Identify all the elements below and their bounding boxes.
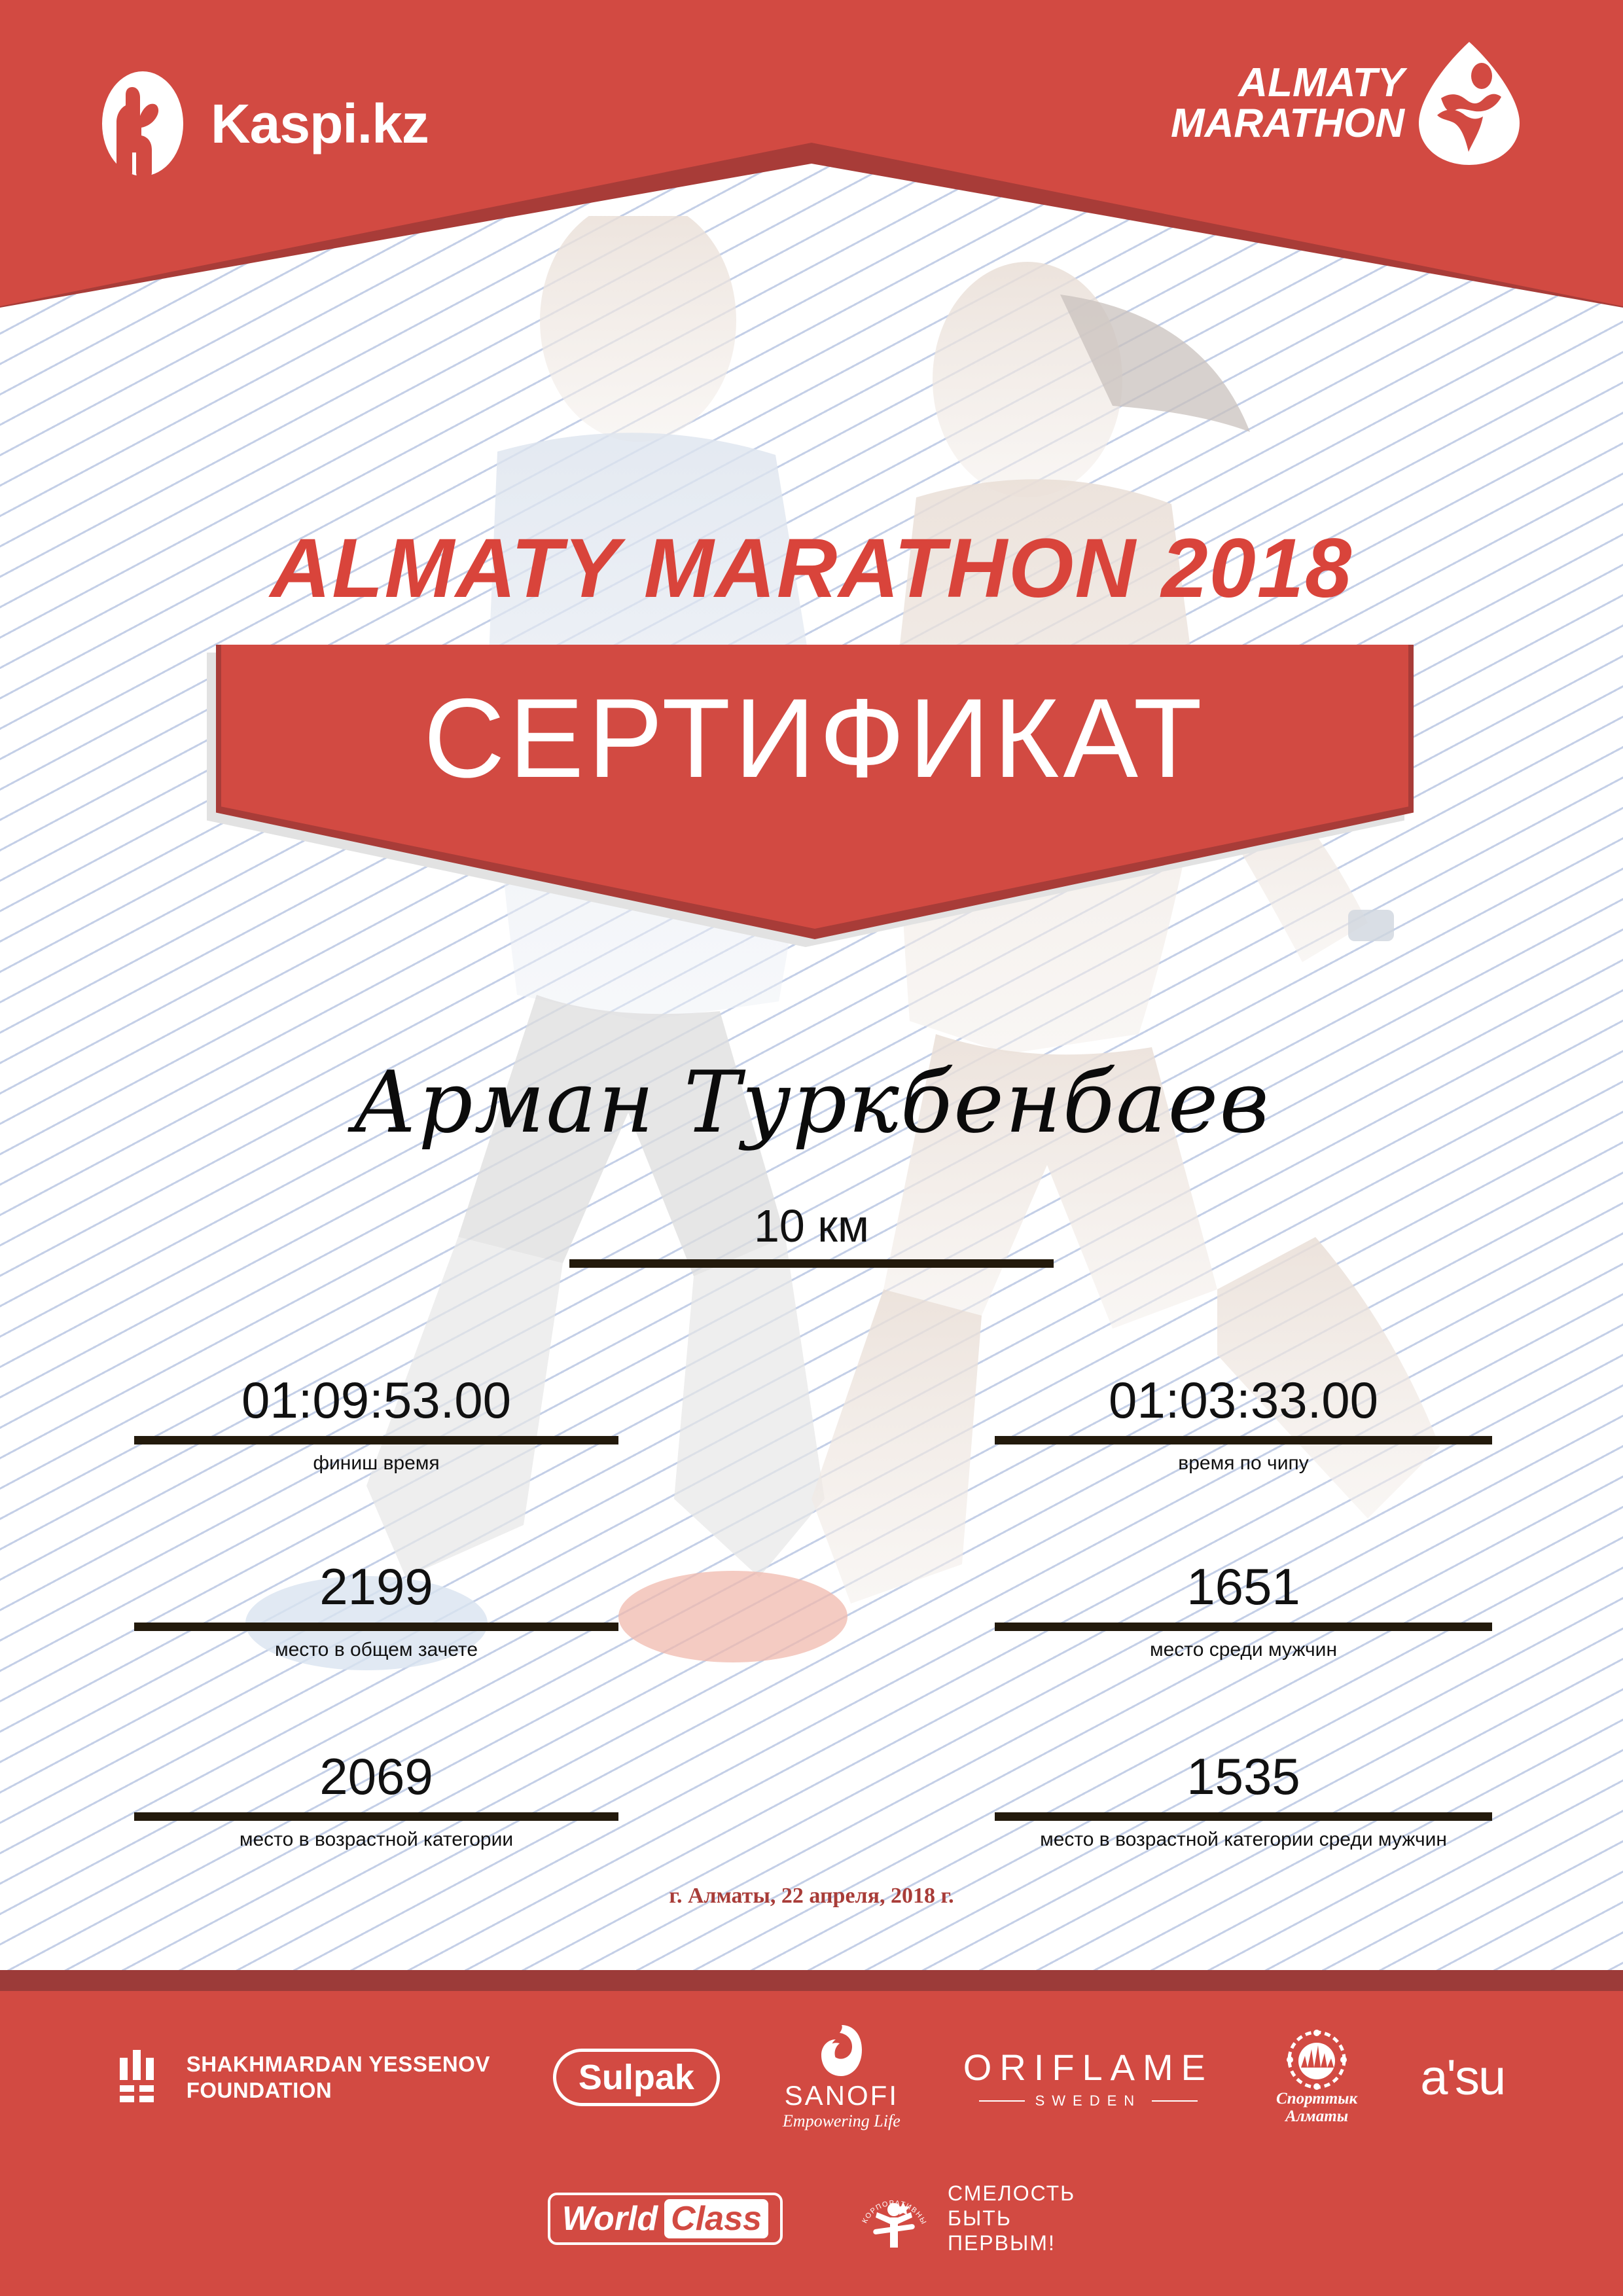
sponsor-sanofi: SANOFI Empowering Life: [783, 2024, 901, 2131]
oriflame-rule-left: [978, 2100, 1025, 2102]
men-place-rule: [995, 1623, 1492, 1631]
runners-silhouette-icon: [245, 216, 1440, 1670]
overall-place-label: место в общем зачете: [274, 1639, 478, 1660]
oriflame-country: SWEDEN: [1035, 2092, 1142, 2109]
bravery-line3: ПЕРВЫМ!: [947, 2231, 1056, 2255]
sport-almaty-wordmark: Спорттык Алматы: [1276, 2090, 1357, 2126]
sanofi-bird-icon: [821, 2025, 862, 2076]
age-group-place-value: 2069: [319, 1748, 433, 1805]
runner-finish-tape-icon: КОРПОРАТИВНЫЙ ФОНД: [855, 2179, 927, 2248]
sport-almaty-wreath-icon: [1287, 2029, 1347, 2090]
am-line2: MARATHON: [1170, 101, 1404, 146]
event-title: ALMATY MARATHON 2018: [270, 522, 1353, 615]
almaty-marathon-runner-icon: [1419, 42, 1520, 165]
chip-time-value: 01:03:33.00: [1108, 1371, 1379, 1429]
age-group-men-place-rule: [995, 1812, 1492, 1821]
sponsor-oriflame: ORIFLAME SWEDEN: [963, 2046, 1213, 2109]
am-line1: ALMATY: [1238, 60, 1404, 105]
sponsor-sport-almaty: Спорттык Алматы: [1276, 2029, 1357, 2126]
overall-place-field: 2199 место в общем зачете: [134, 1561, 618, 1661]
sulpak-wordmark: Sulpak: [552, 2049, 720, 2106]
bravery-line1: СМЕЛОСТЬ: [947, 2181, 1076, 2206]
kaspi-figure-icon: [102, 71, 183, 179]
place-and-date: г. Алматы, 22 апреля, 2018 г.: [669, 1884, 954, 1908]
finish-time-field: 01:09:53.00 финиш время: [134, 1374, 618, 1475]
chip-time-rule: [995, 1436, 1492, 1444]
footer-top-band: [0, 1970, 1623, 1991]
almaty-marathon-logo: ALMATY MARATHON: [1171, 38, 1525, 169]
yessenov-line2: FOUNDATION: [186, 2078, 332, 2102]
page-footer: [0, 1970, 1623, 2296]
distance-value: 10 км: [753, 1200, 870, 1251]
participant-name: Арман Туркбенбаев: [352, 1052, 1271, 1152]
sponsor-world-class: World Class: [547, 2193, 783, 2245]
sponsor-yessenov-foundation: SHAKHMARDAN YESSENOV FOUNDATION: [118, 2047, 490, 2108]
men-place-value: 1651: [1186, 1558, 1300, 1615]
almaty-marathon-wordmark: ALMATY MARATHON: [1171, 63, 1404, 144]
world-class-word1: World: [562, 2200, 658, 2238]
sport-almaty-line1: Спорттык: [1276, 2089, 1358, 2108]
oriflame-rule-right: [1152, 2100, 1198, 2102]
men-place-field: 1651 место среди мужчин: [995, 1561, 1492, 1661]
yessenov-wordmark: SHAKHMARDAN YESSENOV FOUNDATION: [187, 2051, 490, 2104]
sponsor-asu: a'su: [1420, 2049, 1506, 2106]
asu-wordmark: a'su: [1420, 2049, 1506, 2106]
bravery-line2: БЫТЬ: [947, 2206, 1012, 2231]
finish-time-rule: [134, 1436, 618, 1444]
age-group-place-field: 2069 место в возрастной категории: [134, 1751, 618, 1851]
chip-time-label: время по чипу: [1178, 1452, 1309, 1474]
sponsor-row-1: SHAKHMARDAN YESSENOV FOUNDATION Sulpak S…: [0, 2024, 1623, 2131]
oriflame-wordmark: ORIFLAME: [963, 2046, 1214, 2088]
age-group-men-place-label: место в возрастной категории среди мужчи…: [1040, 1829, 1447, 1850]
oriflame-sub: SWEDEN: [978, 2092, 1198, 2109]
overall-place-rule: [134, 1623, 618, 1631]
sponsor-row-2: World Class КОРПОРАТИВНЫЙ ФОНД СМЕЛОСТЬ …: [0, 2179, 1623, 2258]
men-place-label: место среди мужчин: [1149, 1639, 1338, 1660]
page-header: Kaspi.kz ALMATY MARATHON: [0, 0, 1623, 308]
finish-time-value: 01:09:53.00: [241, 1371, 512, 1429]
sanofi-wordmark: SANOFI: [784, 2080, 899, 2111]
age-group-place-rule: [134, 1812, 618, 1821]
world-class-word2: Class: [664, 2199, 768, 2238]
kaspi-wordmark: Kaspi.kz: [211, 92, 429, 154]
yessenov-bars-icon: [119, 2050, 154, 2102]
age-group-men-place-value: 1535: [1186, 1748, 1300, 1805]
runners-photo-background: [0, 216, 1623, 1970]
sport-almaty-line2: Алматы: [1285, 2108, 1349, 2125]
yessenov-line1: SHAKHMARDAN YESSENOV: [186, 2051, 490, 2076]
age-group-place-label: место в возрастной категории: [239, 1829, 514, 1850]
chip-time-field: 01:03:33.00 время по чипу: [995, 1374, 1492, 1475]
sponsor-sulpak: Sulpak: [552, 2049, 720, 2106]
certificate-word: СЕРТИФИКАТ: [423, 675, 1206, 801]
age-group-men-place-field: 1535 место в возрастной категории среди …: [995, 1751, 1492, 1851]
kaspi-logo: Kaspi.kz: [98, 69, 429, 179]
overall-place-value: 2199: [319, 1558, 433, 1615]
sponsor-bravery-foundation: КОРПОРАТИВНЫЙ ФОНД СМЕЛОСТЬ БЫТЬ ПЕРВЫМ!: [855, 2179, 1075, 2258]
certificate-banner: СЕРТИФИКАТ: [207, 645, 1414, 947]
bravery-wordmark: СМЕЛОСТЬ БЫТЬ ПЕРВЫМ!: [948, 2181, 1075, 2255]
sanofi-tagline: Empowering Life: [782, 2111, 901, 2130]
distance-field: 10 км: [569, 1203, 1054, 1276]
distance-rule: [569, 1259, 1054, 1268]
finish-time-label: финиш время: [313, 1452, 440, 1474]
